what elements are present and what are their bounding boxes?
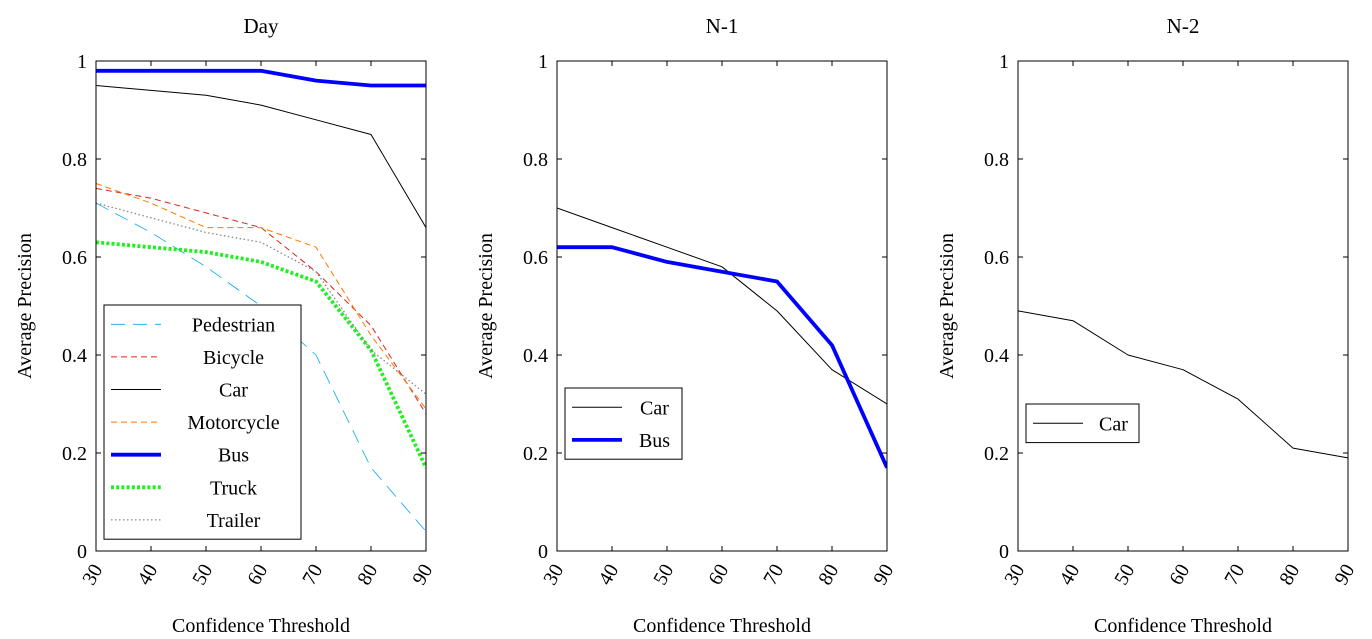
chart-panel-2: N-1 0 0.2 0.4 0.6 0.8 1 30 40 50 60 70 80 90 Confidenc…: [475, 14, 898, 637]
series-line-bicycle: [96, 187, 426, 415]
x-tick-label: 40: [133, 561, 162, 589]
x-tick-label: 60: [704, 561, 733, 589]
chart-title: Day: [244, 14, 279, 38]
legend-label-motorcycle: Motorcycle: [187, 412, 279, 434]
y-tick-label: 0: [77, 541, 87, 563]
x-tick-label: 70: [298, 561, 327, 589]
x-tick-label: 90: [869, 561, 898, 589]
y-tick-label: 1: [538, 51, 548, 73]
x-tick-label: 30: [78, 561, 107, 589]
series-line-car: [557, 207, 887, 405]
chart-title: N-1: [706, 14, 739, 38]
x-tick-label: 60: [243, 561, 272, 589]
chart-panel-3: N-2 0 0.2 0.4 0.6 0.8 1 30 40 50 60 70 80 90 Confidenc…: [936, 14, 1359, 637]
x-tick-label: 80: [353, 561, 382, 589]
legend: Car: [1025, 403, 1140, 444]
plot-frame: [1017, 60, 1349, 552]
y-tick-label: 0.4: [523, 345, 548, 367]
y-tick-label: 1: [77, 51, 87, 73]
chart-panel-1: Day 0 0.2 0.4 0.6 0.8 1 30 40 50 60 70 80 90 Confidenc…: [14, 14, 437, 637]
x-tick-label: 60: [1165, 561, 1194, 589]
series-line-car: [1018, 310, 1348, 459]
x-axis-label: Confidence Threshold: [633, 615, 811, 637]
x-tick-label: 30: [539, 561, 568, 589]
x-axis-label: Confidence Threshold: [1094, 615, 1272, 637]
y-tick-label: 0.2: [62, 443, 87, 465]
legend-label-bicycle: Bicycle: [203, 347, 264, 369]
legend-label-truck: Truck: [210, 477, 257, 499]
y-tick-label: 0.8: [62, 149, 87, 171]
y-tick-label: 0.4: [62, 345, 87, 367]
y-tick-label: 0.2: [523, 443, 548, 465]
chart-title: N-2: [1167, 14, 1200, 38]
legend-label-car: Car: [219, 380, 248, 402]
y-tick-label: 0.4: [984, 345, 1009, 367]
y-tick-label: 1: [999, 51, 1009, 73]
y-tick-label: 0: [538, 541, 548, 563]
legend-box: [564, 387, 683, 460]
legend: Pedestrian Bicycle Car Motorcycle Bus Truck Tr…: [103, 304, 302, 540]
x-axis-label: Confidence Threshold: [172, 615, 350, 637]
plot-frame: [556, 60, 888, 552]
x-tick-label: 70: [759, 561, 788, 589]
x-tick-label: 70: [1220, 561, 1249, 589]
x-tick-label: 50: [1110, 561, 1139, 589]
y-tick-label: 0: [999, 541, 1009, 563]
series-line-motorcycle: [96, 183, 426, 410]
series-line-truck: [96, 240, 426, 469]
legend-label-car: Car: [640, 397, 669, 419]
series-line-car: [96, 85, 426, 228]
x-tick-label: 30: [1000, 561, 1029, 589]
legend-label-car: Car: [1099, 413, 1128, 435]
legend-label-bus: Bus: [218, 445, 249, 467]
x-tick-label: 90: [1330, 561, 1359, 589]
legend-label-bus: Bus: [639, 430, 670, 452]
x-tick-label: 50: [649, 561, 678, 589]
x-tick-label: 40: [1055, 561, 1084, 589]
y-axis-label: Average Precision: [936, 233, 958, 379]
y-tick-label: 0.8: [523, 149, 548, 171]
y-tick-label: 0.8: [984, 149, 1009, 171]
y-tick-label: 0.2: [984, 443, 1009, 465]
legend-label-trailer: Trailer: [207, 510, 261, 532]
x-tick-label: 90: [408, 561, 437, 589]
x-tick-label: 50: [188, 561, 217, 589]
y-tick-label: 0.6: [984, 247, 1009, 269]
legend-label-pedestrian: Pedestrian: [192, 314, 275, 336]
y-tick-label: 0.6: [62, 247, 87, 269]
y-tick-label: 0.6: [523, 247, 548, 269]
series-line-bus: [96, 68, 426, 88]
legend: Car Bus: [564, 387, 683, 460]
series-line-trailer: [96, 202, 426, 395]
y-axis-label: Average Precision: [475, 233, 497, 379]
x-tick-label: 80: [814, 561, 843, 589]
x-tick-label: 80: [1275, 561, 1304, 589]
y-axis-label: Average Precision: [14, 233, 36, 379]
series-line-bus: [557, 245, 887, 469]
x-tick-label: 40: [594, 561, 623, 589]
